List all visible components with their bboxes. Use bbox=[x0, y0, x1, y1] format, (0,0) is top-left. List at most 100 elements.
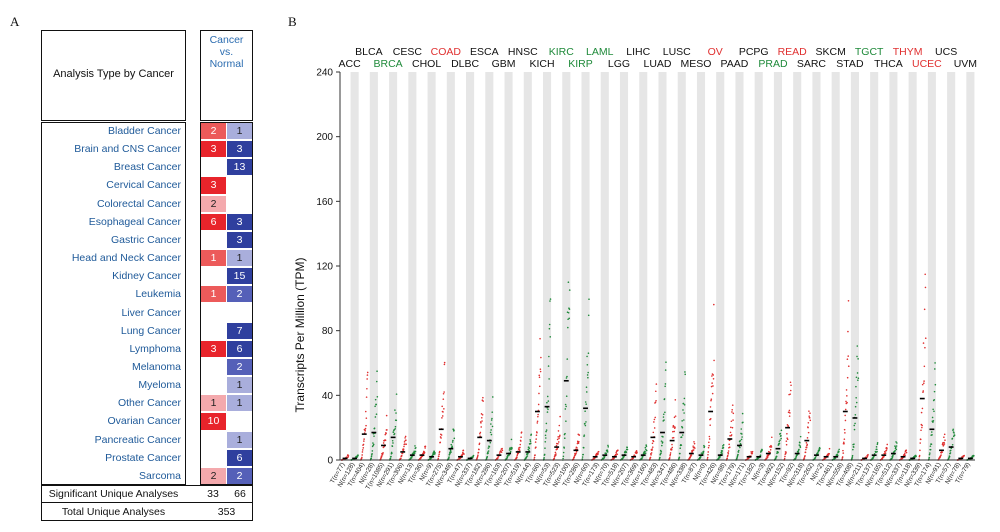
down-count-cell[interactable]: 2 bbox=[227, 286, 252, 303]
tumor-dot bbox=[437, 457, 440, 460]
down-count-cell[interactable]: 1 bbox=[227, 250, 252, 267]
down-count-cell[interactable]: 2 bbox=[227, 467, 252, 484]
tumor-dot bbox=[711, 375, 713, 377]
row-label[interactable]: Myeloma bbox=[138, 379, 181, 392]
down-count-cell[interactable]: 7 bbox=[227, 322, 252, 339]
row-label[interactable]: Breast Cancer bbox=[113, 161, 181, 174]
down-count-cell[interactable]: 3 bbox=[227, 141, 252, 158]
down-count-cell[interactable]: 6 bbox=[227, 449, 252, 466]
normal-dot bbox=[487, 450, 490, 452]
tumor-dot bbox=[424, 445, 427, 448]
up-count-cell[interactable]: 3 bbox=[201, 340, 226, 357]
down-count-cell[interactable]: 15 bbox=[227, 268, 252, 285]
row-label[interactable]: Liver Cancer bbox=[121, 306, 181, 319]
normal-dot bbox=[663, 398, 666, 400]
normal-band bbox=[716, 72, 725, 460]
tumor-dot bbox=[785, 443, 788, 446]
down-count-cell[interactable]: 13 bbox=[227, 159, 252, 176]
up-count-cell[interactable]: 2 bbox=[201, 123, 226, 140]
row-label[interactable]: Kidney Cancer bbox=[112, 270, 181, 283]
normal-dot bbox=[584, 401, 587, 403]
row-label[interactable]: Bladder Cancer bbox=[108, 125, 181, 137]
tumor-dot bbox=[655, 383, 658, 385]
cancer-label: PCPG bbox=[739, 46, 769, 58]
normal-dot bbox=[356, 455, 359, 458]
up-count-cell[interactable]: 3 bbox=[201, 141, 226, 158]
tumor-dot bbox=[652, 431, 655, 434]
row-label[interactable]: Brain and CNS Cancer bbox=[74, 143, 181, 156]
up-count-cell[interactable]: 1 bbox=[201, 250, 226, 267]
up-count-cell[interactable]: 2 bbox=[201, 467, 226, 484]
row-label[interactable]: Leukemia bbox=[135, 288, 181, 301]
tumor-dot bbox=[919, 442, 921, 444]
tumor-dot bbox=[559, 434, 561, 437]
down-count-cell[interactable]: 1 bbox=[227, 377, 252, 394]
down-count-cell[interactable]: 1 bbox=[227, 431, 252, 448]
row-label[interactable]: Gastric Cancer bbox=[110, 233, 181, 246]
up-count-cell[interactable]: 3 bbox=[201, 177, 226, 194]
row-label[interactable]: Other Cancer bbox=[117, 397, 181, 410]
tumor-dot bbox=[405, 443, 407, 445]
tumor-dot bbox=[731, 409, 734, 411]
normal-dot bbox=[742, 421, 744, 424]
normal-dot bbox=[780, 429, 783, 432]
tumor-dot bbox=[923, 380, 925, 382]
row-label[interactable]: Colorectal Cancer bbox=[96, 197, 181, 210]
tumor-dot bbox=[577, 442, 580, 445]
tumor-dot bbox=[651, 446, 654, 448]
normal-dot bbox=[717, 457, 720, 460]
normal-dot bbox=[798, 448, 800, 451]
row-label[interactable]: Ovarian Cancer bbox=[107, 415, 181, 428]
row-label[interactable]: Prostate Cancer bbox=[105, 451, 181, 464]
normal-dot bbox=[490, 429, 492, 431]
up-count-cell[interactable]: 6 bbox=[201, 213, 226, 230]
row-label[interactable]: Cervical Cancer bbox=[106, 179, 181, 192]
cancer-label: SARC bbox=[797, 58, 827, 70]
total-label: Total Unique Analyses bbox=[61, 506, 166, 518]
normal-dot bbox=[567, 311, 570, 314]
normal-dot bbox=[854, 405, 857, 408]
down-count-cell[interactable]: 2 bbox=[227, 358, 252, 376]
row-label[interactable]: Pancreatic Cancer bbox=[94, 433, 181, 446]
normal-dot bbox=[566, 375, 568, 378]
up-count-cell[interactable]: 1 bbox=[201, 395, 226, 412]
tumor-dot bbox=[482, 396, 484, 399]
tumor-dot bbox=[770, 444, 772, 447]
normal-dot bbox=[721, 450, 724, 452]
row-label[interactable]: Lung Cancer bbox=[120, 324, 181, 337]
row-label[interactable]: Lymphoma bbox=[129, 342, 181, 355]
tumor-dot bbox=[557, 442, 559, 445]
tumor-dot bbox=[728, 443, 730, 446]
cancer-label: BLCA bbox=[355, 46, 382, 58]
row-label[interactable]: Head and Neck Cancer bbox=[71, 252, 181, 265]
tumor-dot bbox=[904, 454, 906, 457]
normal-dot bbox=[680, 444, 683, 446]
cancer-label: KIRP bbox=[568, 58, 593, 70]
up-count-cell[interactable]: 10 bbox=[201, 413, 226, 430]
row-label[interactable]: Melanoma bbox=[131, 360, 181, 373]
down-count-cell[interactable]: 6 bbox=[227, 340, 252, 357]
normal-dot bbox=[664, 411, 666, 414]
down-count-cell[interactable]: 3 bbox=[227, 231, 252, 249]
normal-dot bbox=[585, 391, 588, 393]
normal-band bbox=[927, 72, 936, 460]
normal-dot bbox=[585, 386, 588, 389]
normal-dot bbox=[853, 428, 856, 431]
normal-dot bbox=[392, 431, 395, 433]
down-count-cell[interactable]: 3 bbox=[227, 213, 252, 230]
up-count-cell[interactable]: 2 bbox=[201, 195, 226, 212]
row-label[interactable]: Sarcoma bbox=[138, 469, 181, 482]
row-label[interactable]: Esophageal Cancer bbox=[88, 215, 181, 228]
tumor-dot bbox=[442, 398, 445, 400]
tumor-dot bbox=[654, 401, 657, 404]
tumor-dot bbox=[844, 408, 847, 411]
down-count-cell[interactable]: 1 bbox=[227, 123, 252, 140]
normal-dot bbox=[953, 434, 956, 436]
tumor-dot bbox=[404, 443, 406, 445]
up-count-cell[interactable]: 1 bbox=[201, 286, 226, 303]
down-count-cell[interactable]: 1 bbox=[227, 395, 252, 412]
normal-dot bbox=[562, 451, 565, 454]
tumor-dot bbox=[478, 442, 481, 445]
cancer-label: ESCA bbox=[470, 46, 499, 58]
tumor-dot bbox=[690, 454, 693, 456]
